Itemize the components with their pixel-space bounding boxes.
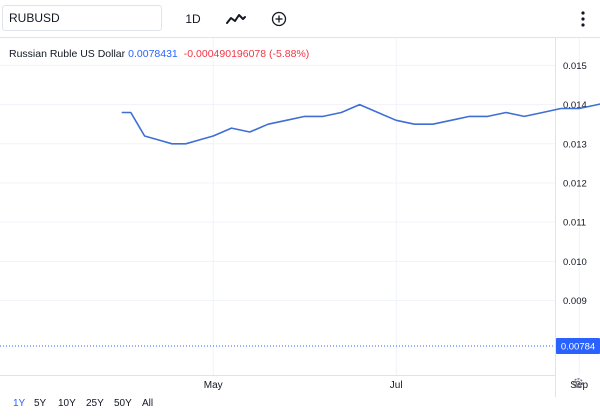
last-price-label: 0.00784 [561, 342, 595, 353]
price-tick-label: 0.014 [563, 100, 587, 111]
price-tick-label: 0.009 [563, 296, 587, 307]
time-tick-label: Sep [570, 380, 588, 391]
range-button-10y[interactable]: 10Y [58, 398, 76, 409]
legend-change: -0.000490196078 (-5.88%) [183, 48, 310, 60]
time-tick-label: Jul [390, 380, 403, 391]
time-tick-label: May [204, 380, 223, 391]
range-button-25y[interactable]: 25Y [86, 398, 104, 409]
price-tick-label: 0.015 [563, 61, 587, 72]
chart-toolbar: 1D [0, 0, 600, 38]
price-chart[interactable]: 0.015 0.014 0.013 0.012 0.011 0.010 0.009 May Ju… [0, 38, 600, 397]
vertical-dots-icon[interactable] [576, 8, 590, 30]
range-button-5y[interactable]: 5Y [34, 398, 47, 409]
price-tick-label: 0.013 [563, 139, 587, 150]
price-tick-label: 0.010 [563, 257, 587, 268]
legend-price: 0.0078431 [128, 48, 178, 60]
plus-circle-icon[interactable] [268, 8, 290, 30]
price-tick-label: 0.012 [563, 178, 587, 189]
symbol-search-input[interactable] [2, 5, 162, 31]
line-chart-icon[interactable] [224, 9, 248, 29]
range-button-1y[interactable]: 1Y [13, 398, 26, 409]
gear-icon[interactable] [571, 376, 585, 390]
interval-button[interactable]: 1D [185, 12, 201, 26]
range-button-all[interactable]: All [142, 398, 154, 409]
last-price-badge [556, 338, 600, 355]
range-selector: 1Y 5Y 10Y 25Y 50Y All [0, 397, 600, 417]
chart-area[interactable]: 0.015 0.014 0.013 0.012 0.011 0.010 0.009 May Ju… [0, 38, 600, 397]
legend-symbol-name: Russian Ruble US Dollar [9, 48, 126, 60]
price-tick-label: 0.011 [563, 218, 586, 229]
range-button-50y[interactable]: 50Y [114, 398, 132, 409]
price-series-line [121, 103, 600, 145]
chart-legend: Russian Ruble US Dollar 0.0078431 -0.00049… [9, 48, 309, 60]
